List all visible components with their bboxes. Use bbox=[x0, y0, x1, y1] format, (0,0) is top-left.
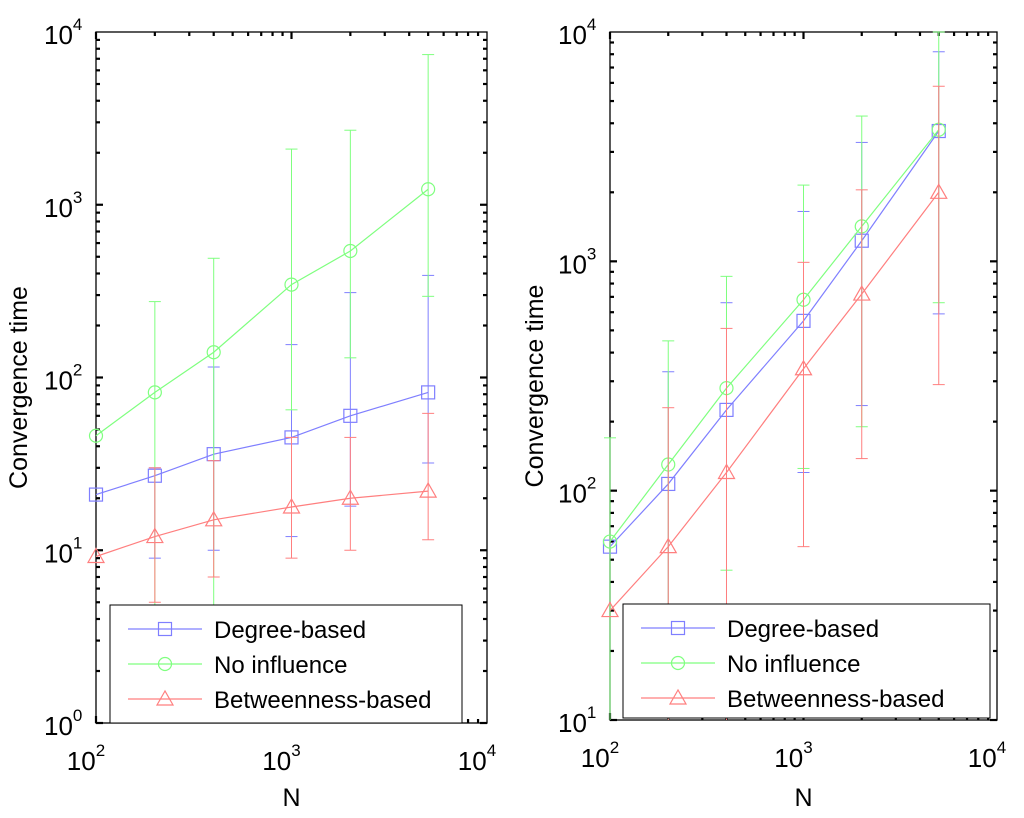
data-point bbox=[343, 408, 358, 423]
y-tick-label: 102 bbox=[558, 474, 596, 509]
y-tick-label: 103 bbox=[558, 244, 596, 279]
data-point bbox=[852, 284, 871, 301]
y-tick-label: 102 bbox=[44, 361, 82, 396]
series-betweenness-based bbox=[86, 412, 438, 603]
y-tick-label: 104 bbox=[558, 15, 596, 50]
data-point bbox=[929, 183, 948, 199]
data-point bbox=[284, 277, 299, 292]
y-tick-label: 101 bbox=[44, 533, 82, 568]
data-point bbox=[794, 359, 813, 376]
data-point bbox=[341, 489, 360, 505]
data-point bbox=[717, 463, 736, 480]
x-tick-label: 104 bbox=[458, 741, 496, 776]
data-point bbox=[206, 345, 221, 360]
x-tick-label: 104 bbox=[968, 738, 1006, 773]
y-tick-label: 100 bbox=[44, 706, 82, 741]
legend-marker bbox=[157, 621, 173, 637]
x-axis-label: N bbox=[794, 784, 812, 812]
legend: Degree-based No influence Betweenness-base… bbox=[622, 603, 991, 719]
y-tick-label: 104 bbox=[44, 15, 82, 50]
legend-marker bbox=[668, 688, 688, 705]
legend-marker bbox=[157, 656, 173, 672]
data-point bbox=[88, 428, 104, 443]
series-line bbox=[609, 129, 940, 542]
x-tick-label: 102 bbox=[67, 741, 105, 776]
legend-marker bbox=[670, 620, 686, 636]
series-line bbox=[95, 391, 429, 496]
legend-label: No influence bbox=[214, 652, 347, 679]
chart-panel-1: 102 103 104 100 101 102 103 104 N Convergence tim… bbox=[5, 15, 496, 812]
data-point bbox=[145, 527, 164, 544]
data-point bbox=[343, 243, 358, 259]
legend: Degree-based No influence Betweenness-base… bbox=[109, 604, 463, 724]
legend-label: Betweenness-based bbox=[727, 686, 944, 713]
data-point bbox=[659, 537, 678, 554]
legend-label: Degree-based bbox=[727, 616, 879, 643]
series-line bbox=[95, 188, 429, 437]
data-point bbox=[204, 510, 223, 527]
data-point bbox=[421, 182, 436, 197]
legend-marker bbox=[155, 689, 175, 706]
x-tick-label: 102 bbox=[581, 738, 619, 773]
legend-marker bbox=[670, 655, 686, 671]
data-point bbox=[600, 601, 620, 618]
legend-label: No influence bbox=[727, 651, 860, 678]
y-tick-label: 101 bbox=[558, 703, 596, 738]
x-tick-label: 103 bbox=[262, 741, 300, 776]
data-point bbox=[419, 481, 438, 498]
series-line bbox=[609, 191, 940, 611]
data-point bbox=[147, 385, 162, 400]
x-tick-label: 103 bbox=[774, 738, 812, 773]
data-point bbox=[88, 487, 104, 502]
y-axis-label: Convergence time bbox=[5, 286, 33, 489]
data-point bbox=[602, 534, 618, 549]
data-point bbox=[421, 385, 436, 400]
series-line bbox=[95, 490, 429, 558]
x-axis-label: N bbox=[282, 784, 300, 812]
series-line bbox=[609, 130, 940, 548]
data-point bbox=[282, 497, 301, 514]
data-point bbox=[86, 547, 106, 564]
y-axis-label: Convergence time bbox=[521, 285, 549, 488]
legend-label: Degree-based bbox=[214, 617, 366, 644]
legend-label: Betweenness-based bbox=[214, 687, 431, 714]
series-degree-based bbox=[88, 274, 436, 559]
y-tick-label: 103 bbox=[44, 188, 82, 223]
